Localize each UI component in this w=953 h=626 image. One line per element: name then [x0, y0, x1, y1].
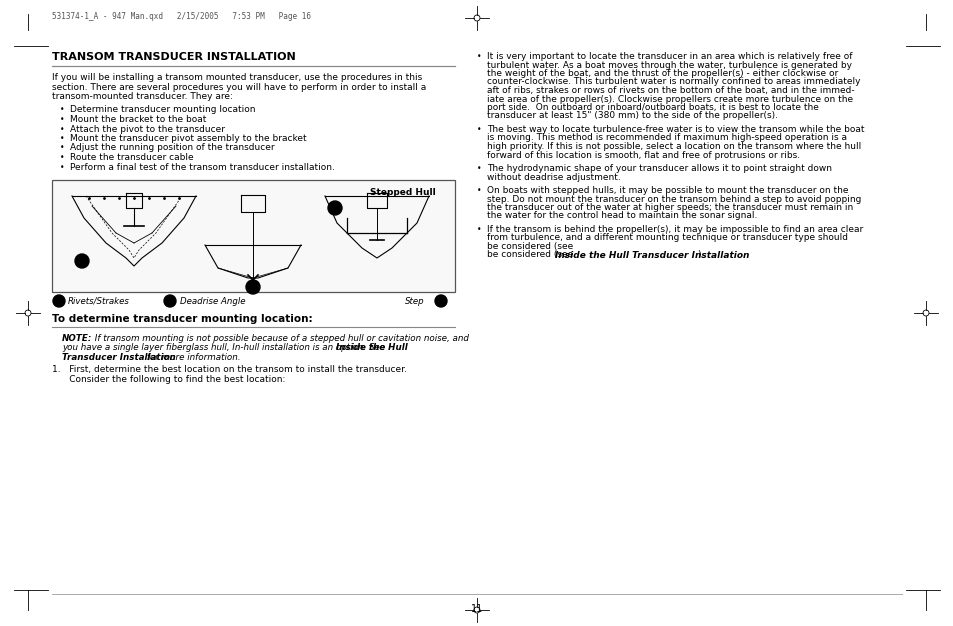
Text: NOTE:: NOTE: — [62, 334, 92, 343]
Circle shape — [53, 295, 65, 307]
Text: forward of this location is smooth, flat and free of protrusions or ribs.: forward of this location is smooth, flat… — [486, 150, 800, 160]
Text: the weight of the boat, and the thrust of the propeller(s) - either clockwise or: the weight of the boat, and the thrust o… — [486, 69, 838, 78]
Text: Inside the Hull Transducer Installation: Inside the Hull Transducer Installation — [555, 250, 749, 260]
Text: It is very important to locate the transducer in an area which is relatively fre: It is very important to locate the trans… — [486, 52, 852, 61]
Text: section. There are several procedures you will have to perform in order to insta: section. There are several procedures yo… — [52, 83, 426, 91]
Text: 1.   First, determine the best location on the transom to install the transducer: 1. First, determine the best location on… — [52, 365, 406, 374]
Text: transom-mounted transducer. They are:: transom-mounted transducer. They are: — [52, 92, 233, 101]
Text: Mount the transducer pivot assembly to the bracket: Mount the transducer pivot assembly to t… — [70, 134, 306, 143]
Text: Step: Step — [405, 297, 424, 305]
Text: 531374-1_A - 947 Man.qxd   2/15/2005   7:53 PM   Page 16: 531374-1_A - 947 Man.qxd 2/15/2005 7:53 … — [52, 12, 311, 21]
Text: is moving. This method is recommended if maximum high-speed operation is a: is moving. This method is recommended if… — [486, 133, 846, 143]
Text: for more information.: for more information. — [144, 353, 240, 362]
Text: 3: 3 — [332, 203, 337, 212]
Text: To determine transducer mounting location:: To determine transducer mounting locatio… — [52, 314, 313, 324]
Text: If you will be installing a transom mounted transducer, use the procedures in th: If you will be installing a transom moun… — [52, 73, 422, 82]
Text: Consider the following to find the best location:: Consider the following to find the best … — [52, 375, 285, 384]
Text: 3: 3 — [438, 298, 443, 304]
Text: 1: 1 — [56, 298, 61, 304]
Text: If the transom is behind the propeller(s), it may be impossible to find an area : If the transom is behind the propeller(s… — [486, 225, 862, 234]
Circle shape — [435, 295, 447, 307]
Text: TRANSOM TRANSDUCER INSTALLATION: TRANSOM TRANSDUCER INSTALLATION — [52, 52, 295, 62]
Text: Route the transducer cable: Route the transducer cable — [70, 153, 193, 162]
Circle shape — [164, 295, 175, 307]
Text: from turbulence, and a different mounting technique or transducer type should: from turbulence, and a different mountin… — [486, 233, 847, 242]
Text: •: • — [476, 125, 481, 134]
Text: On boats with stepped hulls, it may be possible to mount the transducer on the: On boats with stepped hulls, it may be p… — [486, 186, 847, 195]
Text: •: • — [476, 225, 481, 234]
Text: Perform a final test of the transom transducer installation.: Perform a final test of the transom tran… — [70, 163, 335, 172]
Circle shape — [246, 280, 260, 294]
Text: ).: ). — [697, 250, 703, 260]
Circle shape — [75, 254, 89, 268]
Text: step. Do not mount the transducer on the transom behind a step to avoid popping: step. Do not mount the transducer on the… — [486, 195, 861, 203]
Text: 2: 2 — [250, 282, 255, 292]
Text: The hydrodynamic shape of your transducer allows it to point straight down: The hydrodynamic shape of your transduce… — [486, 164, 831, 173]
Text: iate area of the propeller(s). Clockwise propellers create more turbulence on th: iate area of the propeller(s). Clockwise… — [486, 95, 852, 103]
Text: •: • — [60, 153, 65, 162]
Text: •: • — [60, 143, 65, 153]
Text: you have a single layer fiberglass hull, In-hull installation is an option. See: you have a single layer fiberglass hull,… — [62, 344, 388, 352]
Text: •: • — [60, 115, 65, 124]
Text: transducer at least 15" (380 mm) to the side of the propeller(s).: transducer at least 15" (380 mm) to the … — [486, 111, 778, 120]
Text: Determine transducer mounting location: Determine transducer mounting location — [70, 106, 255, 115]
Text: the transducer out of the water at higher speeds; the transducer must remain in: the transducer out of the water at highe… — [486, 203, 852, 212]
Text: Mount the bracket to the boat: Mount the bracket to the boat — [70, 115, 206, 124]
Text: •: • — [60, 163, 65, 172]
Text: high priority. If this is not possible, select a location on the transom where t: high priority. If this is not possible, … — [486, 142, 861, 151]
Text: Transducer Installation: Transducer Installation — [62, 353, 175, 362]
Text: without deadrise adjustment.: without deadrise adjustment. — [486, 173, 620, 182]
Text: 2: 2 — [168, 298, 172, 304]
Text: Rivets/Strakes: Rivets/Strakes — [68, 297, 130, 305]
Text: Stepped Hull: Stepped Hull — [370, 188, 436, 197]
Text: turbulent water. As a boat moves through the water, turbulence is generated by: turbulent water. As a boat moves through… — [486, 61, 851, 69]
Text: 1: 1 — [79, 257, 85, 265]
Text: The best way to locate turbulence-free water is to view the transom while the bo: The best way to locate turbulence-free w… — [486, 125, 863, 134]
Text: •: • — [476, 164, 481, 173]
Text: Adjust the running position of the transducer: Adjust the running position of the trans… — [70, 143, 274, 153]
Text: •: • — [476, 186, 481, 195]
Text: 11: 11 — [471, 604, 482, 614]
Text: •: • — [476, 52, 481, 61]
Text: •: • — [60, 106, 65, 115]
Text: aft of ribs, strakes or rows of rivets on the bottom of the boat, and in the imm: aft of ribs, strakes or rows of rivets o… — [486, 86, 854, 95]
Text: be considered (see: be considered (see — [486, 250, 576, 260]
Text: Attach the pivot to the transducer: Attach the pivot to the transducer — [70, 125, 225, 133]
Text: be considered (see: be considered (see — [486, 242, 576, 251]
Text: •: • — [60, 134, 65, 143]
Circle shape — [328, 201, 341, 215]
Text: Deadrise Angle: Deadrise Angle — [180, 297, 245, 305]
Text: counter-clockwise. This turbulent water is normally confined to areas immediatel: counter-clockwise. This turbulent water … — [486, 78, 860, 86]
Text: port side.  On outboard or inboard/outboard boats, it is best to locate the: port side. On outboard or inboard/outboa… — [486, 103, 818, 112]
Text: If transom mounting is not possible because of a stepped hull or cavitation nois: If transom mounting is not possible beca… — [91, 334, 468, 343]
Bar — [52, 180, 455, 292]
Text: •: • — [60, 125, 65, 133]
Text: the water for the control head to maintain the sonar signal.: the water for the control head to mainta… — [486, 212, 757, 220]
Text: Inside the Hull: Inside the Hull — [335, 344, 407, 352]
